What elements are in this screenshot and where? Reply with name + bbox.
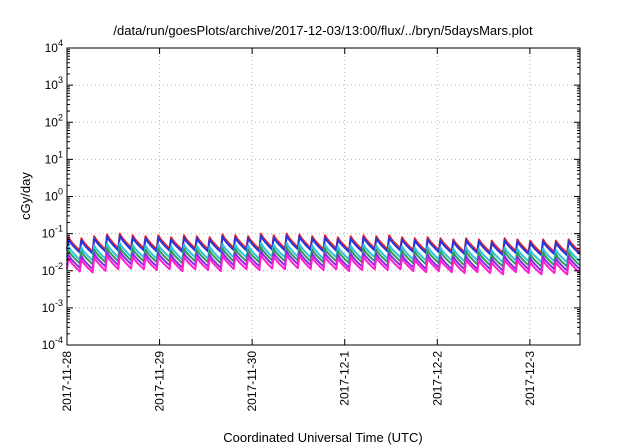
y-axis: 10-4 10-3 10-2 10-1 100 101 102 103 104 [42,38,580,352]
series-group [66,232,581,276]
y-tick-label: 10-1 [42,224,63,241]
x-tick-label: 2017-12-1 [338,351,352,406]
y-tick-label: 100 [45,187,63,204]
y-tick-label: 10-2 [42,261,63,278]
x-tick-label: 2017-12-3 [523,351,537,406]
y-tick-label: 10-4 [42,335,63,352]
x-axis: 2017-11-28 2017-11-29 2017-11-30 2017-12-1 2… [60,48,537,412]
grid [67,48,580,345]
y-tick-label: 104 [45,38,63,55]
y-tick-label: 10-3 [42,298,63,315]
x-tick-label: 2017-11-28 [60,351,74,412]
x-tick-label: 2017-11-29 [153,351,167,412]
x-tick-label: 2017-12-2 [430,351,444,406]
y-axis-label: cGy/day [18,172,33,220]
y-tick-label: 102 [45,112,63,129]
x-tick-label: 2017-11-30 [245,351,259,412]
chart-title: /data/run/goesPlots/archive/2017-12-03/1… [113,23,533,38]
series-line [66,253,581,276]
y-tick-label: 101 [45,149,63,166]
y-tick-label: 103 [45,75,63,92]
x-axis-label: Coordinated Universal Time (UTC) [223,430,422,445]
